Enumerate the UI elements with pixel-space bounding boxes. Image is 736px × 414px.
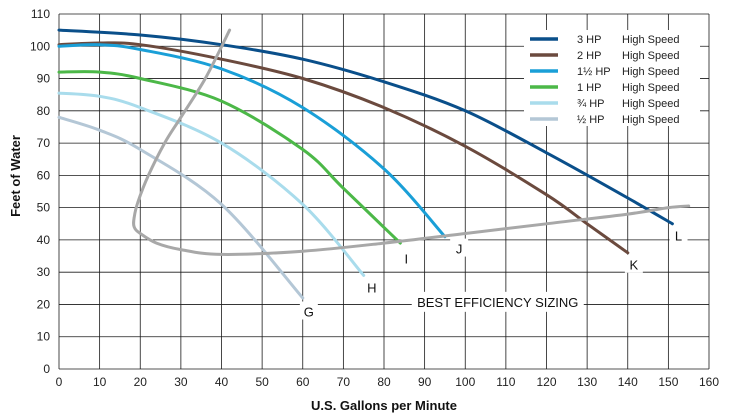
- legend-speed-label: High Speed: [622, 98, 680, 110]
- curve-end-label: K: [630, 258, 639, 273]
- y-tick-label: 0: [43, 362, 50, 376]
- x-tick-label: 100: [455, 375, 475, 389]
- legend-speed-label: High Speed: [622, 82, 680, 94]
- curve-end-labels: L K J I H G: [299, 225, 688, 320]
- legend-background: [524, 30, 700, 126]
- y-tick-label: 50: [37, 201, 51, 215]
- efficiency-label: BEST EFFICIENCY SIZING: [417, 295, 578, 310]
- legend-hp-label: 1½ HP: [577, 66, 611, 78]
- pump-curve: [57, 41, 630, 255]
- x-tick-label: 40: [215, 375, 229, 389]
- y-tick-label: 70: [37, 136, 51, 150]
- x-tick-label: 150: [658, 375, 678, 389]
- curve-end-label-background: [299, 301, 318, 320]
- y-tick-label: 90: [37, 72, 51, 86]
- legend-speed-label: High Speed: [622, 114, 680, 126]
- curve-end-label-background: [624, 254, 643, 273]
- pump-curve: [57, 91, 366, 277]
- curve-end-label: H: [367, 280, 376, 295]
- curve-end-label-background: [362, 277, 381, 296]
- legend: 3 HP High Speed 2 HP High Speed 1½ HP High Sp…: [524, 30, 700, 126]
- x-tick-label: 20: [134, 375, 148, 389]
- curve-end-label: J: [456, 242, 463, 257]
- x-tick-label: 0: [56, 375, 63, 389]
- x-tick-label: 130: [577, 375, 597, 389]
- legend-speed-label: High Speed: [622, 50, 680, 62]
- curve-end-label-background: [450, 238, 469, 257]
- x-tick-labels: 0 10 20 30 40 50 60 70 80 90 100 110 120 130 140 150 160: [56, 375, 720, 389]
- y-tick-label: 20: [37, 297, 51, 311]
- y-tick-label: 60: [37, 168, 51, 182]
- y-axis-title: Feet of Water: [8, 135, 23, 217]
- y-tick-labels: 0 10 20 30 40 50 60 70 80 90 100 110: [30, 7, 50, 376]
- curve-end-label: I: [405, 251, 409, 266]
- y-tick-label: 80: [37, 104, 51, 118]
- pump-curves: [57, 28, 674, 300]
- pump-curve: [57, 28, 674, 226]
- x-tick-label: 160: [699, 375, 719, 389]
- x-tick-label: 110: [496, 375, 515, 389]
- legend-hp-label: 1 HP: [577, 82, 601, 94]
- efficiency-curve-group: BEST EFFICIENCY SIZING: [132, 28, 691, 312]
- legend-speed-label: High Speed: [622, 34, 680, 46]
- curve-end-label-background: [669, 225, 688, 244]
- x-tick-label: 60: [296, 375, 310, 389]
- efficiency-curve: [132, 28, 691, 256]
- x-tick-label: 10: [93, 375, 107, 389]
- curve-end-label: L: [675, 229, 682, 244]
- y-tick-label: 100: [30, 39, 50, 53]
- pump-curve: [57, 70, 402, 245]
- pump-curve: [57, 115, 305, 300]
- legend-hp-label: 3 HP: [577, 34, 601, 46]
- x-tick-label: 90: [418, 375, 432, 389]
- curve-end-label-background: [397, 248, 416, 267]
- legend-hp-label: 2 HP: [577, 50, 601, 62]
- x-tick-label: 80: [377, 375, 391, 389]
- x-tick-label: 50: [255, 375, 269, 389]
- y-tick-label: 10: [37, 330, 51, 344]
- legend-hp-label: ½ HP: [577, 114, 605, 126]
- curve-end-label: G: [304, 305, 314, 320]
- y-tick-label: 30: [37, 265, 51, 279]
- efficiency-label-background: [411, 291, 584, 312]
- pump-curve: [57, 43, 447, 239]
- x-tick-label: 140: [618, 375, 638, 389]
- x-axis-title: U.S. Gallons per Minute: [311, 398, 457, 413]
- x-tick-label: 70: [337, 375, 351, 389]
- legend-speed-label: High Speed: [622, 66, 680, 78]
- y-tick-label: 40: [37, 233, 51, 247]
- legend-hp-label: ¾ HP: [577, 98, 605, 110]
- x-tick-label: 120: [536, 375, 556, 389]
- grid: [58, 13, 710, 370]
- x-tick-label: 30: [174, 375, 188, 389]
- y-tick-label: 110: [31, 7, 50, 21]
